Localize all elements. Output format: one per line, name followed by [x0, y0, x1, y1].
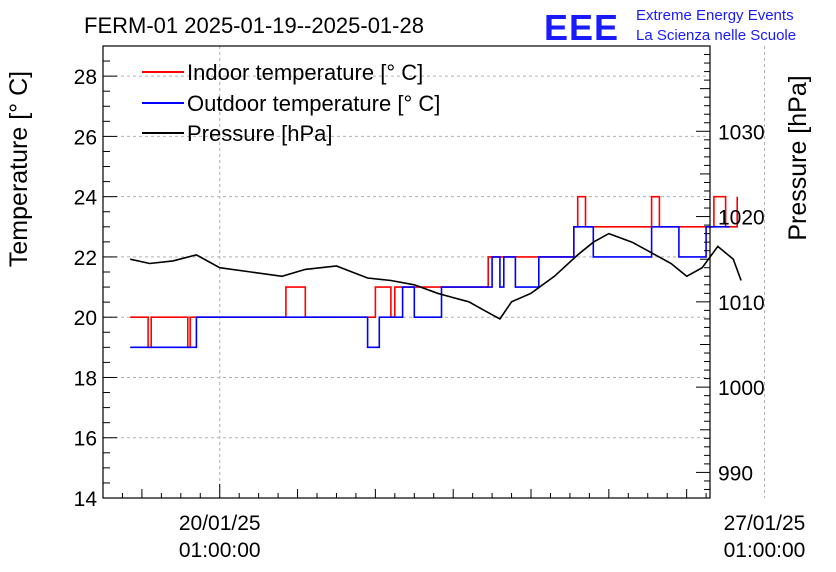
legend-label: Outdoor temperature [° C] [187, 91, 440, 116]
logo-mark: EEE [544, 7, 619, 48]
x-tick-label-time: 01:00:00 [179, 539, 261, 562]
y-left-tick-label: 16 [74, 428, 97, 451]
axes: 14 16 18 20 22 24 26 28 990 1000 1010 1020 1030 20/01… [74, 45, 806, 562]
chart-title: FERM-01 2025-01-19--2025-01-28 [84, 13, 424, 38]
x-tick-label-time: 01:00:00 [724, 539, 806, 562]
eee-logo: EEE Extreme Energy Events La Scienza nel… [544, 7, 796, 48]
y-axis-right-title: Pressure [hPa] [784, 75, 812, 240]
y-left-tick-label: 14 [74, 488, 98, 511]
logo-line1: Extreme Energy Events [636, 7, 794, 24]
y-right-tick-label: 1000 [718, 377, 765, 400]
series-line-3 [130, 232, 742, 320]
logo-line2: La Scienza nelle Scuole [636, 27, 796, 44]
y-left-tick-label: 28 [74, 66, 97, 89]
y-axis-left-title: Temperature [° C] [5, 71, 33, 267]
series-line-2 [130, 226, 730, 349]
y-left-tick-label: 20 [74, 307, 97, 330]
x-tick-label-date: 27/01/25 [724, 512, 806, 535]
series-line-1 [130, 195, 738, 349]
y-right-tick-label: 990 [718, 462, 753, 485]
y-right-tick-label: 1020 [718, 207, 765, 230]
legend: Indoor temperature [° C] Outdoor temperat… [142, 60, 440, 146]
legend-label: Pressure [hPa] [187, 121, 333, 146]
legend-label: Indoor temperature [° C] [187, 60, 423, 85]
x-tick-label-date: 20/01/25 [179, 512, 261, 535]
y-left-tick-label: 18 [74, 367, 97, 390]
y-left-tick-label: 26 [74, 126, 97, 149]
y-left-tick-label: 24 [74, 187, 98, 210]
y-right-tick-label: 1030 [718, 121, 765, 144]
y-left-tick-label: 22 [74, 247, 97, 270]
series-layer [130, 195, 742, 349]
y-right-tick-label: 1010 [718, 292, 765, 315]
